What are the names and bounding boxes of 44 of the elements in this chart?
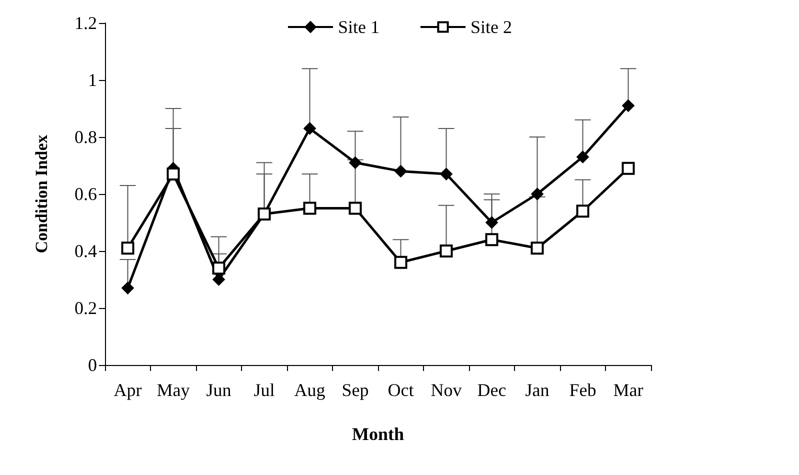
x-tick-label: Oct [388,380,414,400]
x-tick-label: Apr [114,380,142,400]
point [622,100,634,112]
y-tick-label: 1.2 [74,13,97,33]
point [576,150,589,163]
x-tick-label: May [156,380,190,400]
point [303,202,316,215]
point [531,188,544,200]
y-tick-label: 0.4 [74,241,97,261]
point [622,162,635,175]
x-tick-label: Aug [294,380,326,400]
x-tick-label: Sep [342,380,369,400]
y-tick-label: 0.2 [74,298,97,318]
point [349,156,362,169]
point [166,168,180,181]
point [576,204,590,218]
x-tick-label: Mar [613,380,644,400]
y-tick-label: 0.8 [74,127,97,147]
point [212,274,225,286]
point [486,216,498,228]
y-tick-label: 0 [88,355,97,375]
point [121,242,134,255]
point [348,202,362,215]
point [440,168,452,180]
x-tick-label: Jul [254,380,275,400]
x-tick-label: Dec [477,380,506,400]
point [304,122,316,134]
point [212,262,226,275]
point [122,282,134,294]
y-tick-label: 0.6 [74,184,97,204]
x-axis-title: Month [352,424,404,444]
point [530,242,544,255]
point [440,244,453,258]
point [394,256,408,269]
x-tick-label: Nov [430,380,462,400]
y-tick-label: 1 [88,70,97,90]
legend-label: Site 1 [338,17,380,37]
y-axis-title: Condition Index [32,134,51,254]
x-tick-label: Feb [569,380,596,400]
point [394,165,407,178]
point [485,233,498,246]
x-tick-label: Jun [206,380,232,400]
x-tick-label: Jan [525,380,550,400]
legend-label: Site 2 [470,17,512,37]
